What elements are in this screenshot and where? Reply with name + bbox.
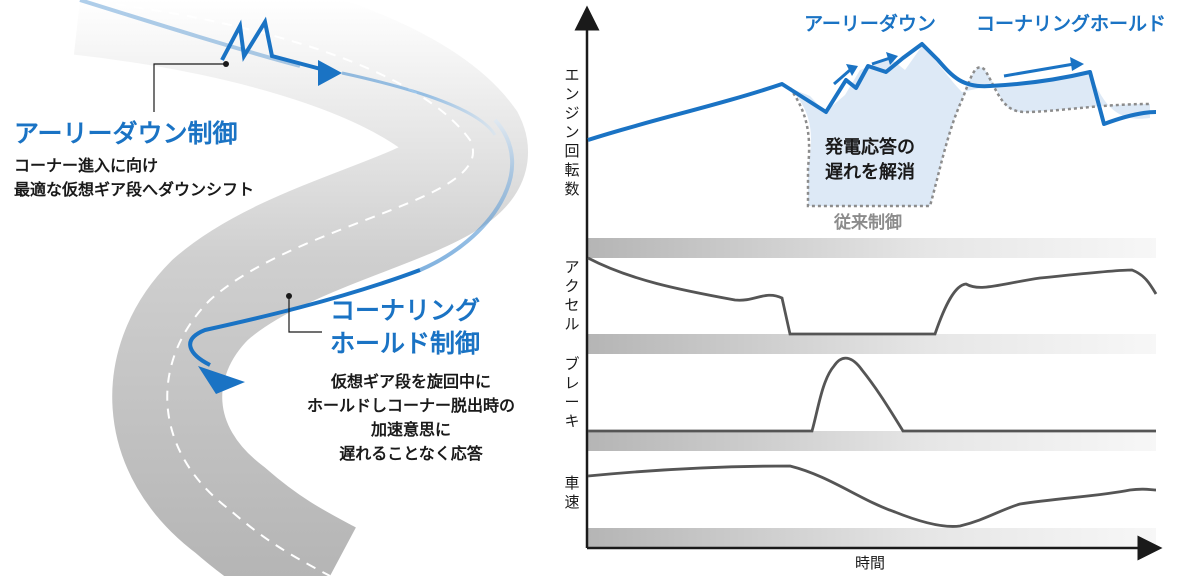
difference-area	[790, 46, 1150, 206]
y-label-brake-char: レ	[564, 374, 579, 392]
callout-cornering-hold	[288, 296, 322, 333]
y-label-brake-char: キ	[564, 412, 579, 430]
cornering-hold-desc-3: 加速意思に	[370, 420, 451, 439]
delay-text-2: 遅れを解消	[825, 161, 915, 183]
vehicle-speed-trace	[587, 464, 1157, 528]
early-down-arrowhead-1	[846, 64, 858, 76]
y-label-engine-char: 数	[564, 180, 579, 198]
band-brake	[588, 431, 1156, 451]
cornering-hold-title-1: コーナリング	[330, 296, 480, 325]
early-down-arrow-2	[871, 56, 891, 66]
y-label-speed-char: 車	[564, 474, 579, 492]
early-down-desc-1: コーナー進入に向け	[14, 156, 158, 175]
callout-early-down	[153, 63, 226, 112]
y-label-engine-char: ン	[564, 85, 579, 103]
cornering-hold-arrowhead-chart	[1070, 57, 1084, 71]
cornering-hold-annotation: コーナリングホールド	[976, 12, 1166, 35]
brake-trace	[588, 356, 1156, 433]
early-down-annotation: アーリーダウン	[804, 12, 936, 35]
cornering-hold-trail	[188, 268, 421, 367]
early-down-path	[79, 0, 497, 136]
y-label-brake-char: ー	[564, 393, 579, 411]
early-down-desc-2: 最適な仮想ギア段へダウンシフト	[14, 180, 254, 199]
accelerator-trace	[587, 256, 1158, 336]
y-label-engine: エ ン ジ ン 回 転 数	[564, 66, 579, 198]
band-engine	[588, 238, 1156, 258]
cornering-hold-desc-1: 仮想ギア段を旋回中に	[330, 372, 491, 391]
delay-text-1: 発電応答の	[824, 136, 915, 158]
y-label-accel-char: ア	[564, 258, 579, 276]
conventional-label: 従来制御	[833, 212, 902, 233]
y-label-engine-char: 転	[564, 161, 579, 179]
cornering-hold-fade	[419, 118, 515, 272]
band-speed	[588, 528, 1156, 548]
early-down-fade	[341, 71, 497, 136]
road-centerline	[79, 0, 474, 576]
band-accel	[588, 334, 1156, 354]
cornering-hold-desc-2: ホールドしコーナー脱出時の	[307, 396, 515, 415]
y-label-speed-char: 速	[564, 493, 579, 511]
timing-chart	[574, 5, 1163, 561]
y-label-accel-char: ル	[564, 315, 579, 333]
cornering-hold-arrow	[1003, 62, 1075, 78]
early-down-title: アーリーダウン制御	[14, 119, 238, 148]
early-down-arrowhead-2	[886, 52, 898, 65]
y-label-engine-char: ン	[564, 123, 579, 141]
cornering-hold-title-2: ホールド制御	[330, 329, 480, 358]
y-label-engine-char: 回	[564, 142, 579, 160]
y-label-accel-char: セ	[564, 296, 579, 314]
downshift-zigzag	[220, 16, 333, 74]
y-label-brake-char: ブ	[564, 355, 579, 373]
engine-speed-trace	[587, 42, 1157, 142]
y-label-engine-char: エ	[564, 66, 579, 84]
x-axis-label: 時間	[855, 554, 885, 572]
cornering-hold-path	[188, 118, 515, 394]
callout-lines	[153, 63, 322, 333]
y-label-engine-char: ジ	[564, 104, 579, 122]
cornering-hold-desc-4: 遅れることなく応答	[339, 444, 484, 463]
y-label-accel: ア ク セ ル	[564, 258, 579, 333]
early-down-arrowhead	[318, 60, 342, 86]
road-surface	[73, 0, 528, 576]
y-label-accel-char: ク	[564, 277, 579, 295]
early-down-arrow-1	[833, 68, 851, 86]
early-down-trail	[79, 0, 301, 68]
cornering-hold-arrowhead	[198, 366, 245, 394]
y-label-brake: ブ レ ー キ	[564, 355, 579, 430]
y-label-speed: 車 速	[564, 474, 579, 511]
road-illustration	[73, 0, 528, 576]
